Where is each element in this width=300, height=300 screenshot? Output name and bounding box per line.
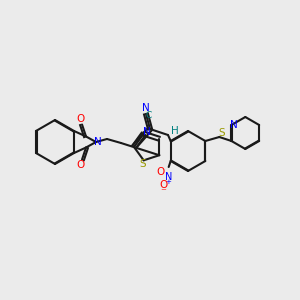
Text: C: C — [146, 112, 152, 121]
Text: O: O — [160, 180, 168, 190]
Text: N: N — [142, 103, 150, 113]
Text: S: S — [140, 159, 146, 169]
Text: N: N — [165, 172, 172, 182]
Text: +: + — [166, 179, 172, 185]
Text: N: N — [143, 127, 151, 137]
Text: ⁻: ⁻ — [161, 187, 167, 197]
Text: N: N — [230, 120, 237, 130]
Text: S: S — [218, 128, 225, 138]
Text: H: H — [171, 126, 179, 136]
Text: N: N — [94, 137, 102, 147]
Text: O: O — [76, 115, 84, 124]
Text: O: O — [157, 167, 165, 177]
Text: O: O — [76, 160, 84, 170]
